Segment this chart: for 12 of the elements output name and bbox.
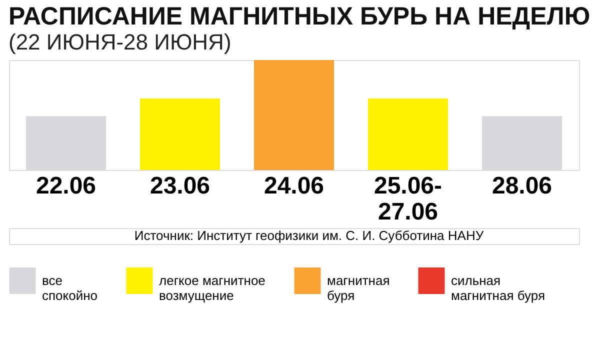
text: Источник: Институт геофизики им. С. И. Субботина НАНУ [134, 228, 484, 243]
legend-label: все спокойно [42, 272, 98, 303]
legend-label: сильная магнитная буря [451, 272, 546, 303]
x-tick-label: 25.06- 27.06 [374, 172, 442, 226]
legend-label: легкое магнитное возмущение [159, 272, 266, 303]
legend-label: магнитная буря [327, 272, 390, 303]
chart-subtitle: (22 ИЮНЯ-28 ИЮНЯ) [8, 30, 232, 54]
x-tick-label: 22.06 [36, 172, 96, 200]
x-tick-label: 24.06 [264, 172, 324, 200]
x-tick-label: 23.06 [150, 172, 210, 200]
x-tick-label: 28.06 [492, 172, 552, 200]
chart-title: РАСПИСАНИЕ МАГНИТНЫХ БУРЬ НА НЕДЕЛЮ [8, 2, 590, 30]
